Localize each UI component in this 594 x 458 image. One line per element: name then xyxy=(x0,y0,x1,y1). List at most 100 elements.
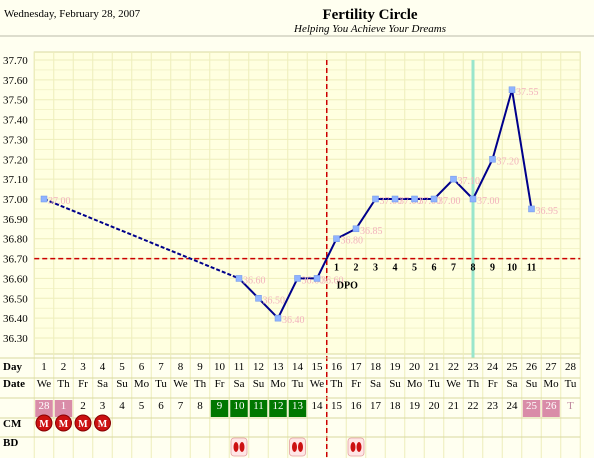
weekday: Su xyxy=(389,378,401,390)
weekday: Su xyxy=(526,378,538,390)
bd-footprint-right xyxy=(356,442,362,452)
y-tick-label: 37.60 xyxy=(3,75,28,87)
day-number: 25 xyxy=(507,361,519,373)
cm-marker xyxy=(55,414,72,432)
day-number: 2 xyxy=(61,361,67,373)
row-label-date: Date xyxy=(3,378,25,390)
weekday: Fr xyxy=(488,378,498,390)
temperature-segment xyxy=(491,89,513,160)
temperature-point xyxy=(294,275,301,282)
day-number: 27 xyxy=(546,361,558,373)
temperature-point xyxy=(391,195,399,203)
dpo-number: 8 xyxy=(471,263,476,274)
day-number: 21 xyxy=(429,361,440,373)
date-cell-period xyxy=(522,400,541,417)
point-label: 37.55 xyxy=(516,87,539,98)
cm-marker xyxy=(74,414,92,432)
date-value: 6 xyxy=(158,400,164,412)
temperature-segment xyxy=(472,158,494,200)
bd-footprint-right xyxy=(239,442,245,452)
bd-icon xyxy=(289,437,306,457)
y-tick-label: 37.40 xyxy=(3,115,28,127)
dpo-number: 9 xyxy=(490,263,495,274)
day-number: 5 xyxy=(119,361,125,373)
day-number: 13 xyxy=(273,361,285,373)
weekday: Su xyxy=(253,378,265,390)
bd-icon xyxy=(230,437,248,457)
day-number: 6 xyxy=(139,361,145,373)
temperature-point xyxy=(352,225,360,233)
weekday: Fr xyxy=(351,378,361,390)
cm-marker xyxy=(35,414,53,432)
weekday: Fr xyxy=(215,378,225,390)
day-number: 24 xyxy=(487,361,499,373)
weekday: We xyxy=(446,378,461,390)
y-tick-label: 37.30 xyxy=(3,134,28,146)
header-subtitle: Helping You Achieve Your Dreams xyxy=(293,23,446,35)
date-value: 23 xyxy=(487,400,499,412)
temperature-point xyxy=(313,275,321,282)
temperature-segment xyxy=(316,238,338,279)
y-tick-label: 37.20 xyxy=(3,154,28,166)
y-tick-label: 36.70 xyxy=(3,254,28,266)
date-value: 13 xyxy=(292,400,304,412)
day-number: 17 xyxy=(351,361,363,373)
temperature-segment xyxy=(238,277,260,299)
weekday: Sa xyxy=(507,378,518,390)
day-number: 3 xyxy=(80,361,86,373)
day-number: 7 xyxy=(158,361,164,373)
date-value: 3 xyxy=(100,400,106,412)
temperature-point xyxy=(450,175,457,183)
weekday: Th xyxy=(194,378,207,390)
y-tick-label: 37.50 xyxy=(3,95,28,107)
date-value: 10 xyxy=(234,400,246,412)
temperature-segment xyxy=(433,178,455,200)
day-number: 23 xyxy=(468,361,480,373)
bd-footprint-left xyxy=(350,442,356,452)
bd-footprint-left xyxy=(292,442,297,452)
dpo-number: 3 xyxy=(373,263,378,274)
point-label: 37.10 xyxy=(458,176,481,187)
row-label-cm: CM xyxy=(3,418,22,430)
date-cell-period xyxy=(35,400,53,417)
weekday: We xyxy=(310,378,325,390)
date-value: 11 xyxy=(253,400,264,412)
bd-footprint-right xyxy=(298,442,303,452)
point-label: 36.40 xyxy=(282,315,305,326)
date-value: 12 xyxy=(273,400,284,412)
temperature-point xyxy=(411,195,418,203)
weekday: Su xyxy=(116,378,128,390)
weekday: Th xyxy=(467,378,480,390)
date-value: 18 xyxy=(390,400,402,412)
weekday: Tu xyxy=(565,378,577,390)
temperature-segment xyxy=(452,178,474,200)
date-value: T xyxy=(567,400,574,412)
point-label: 37.20 xyxy=(497,156,520,167)
weekday: We xyxy=(37,378,52,390)
date-value: 21 xyxy=(448,400,459,412)
point-label: 36.95 xyxy=(536,206,559,217)
day-number: 12 xyxy=(253,361,264,373)
point-label: 36.85 xyxy=(360,226,383,237)
bd-footprint-left xyxy=(233,442,239,452)
date-cell-period xyxy=(54,400,73,417)
weekday: We xyxy=(173,378,188,390)
weekday: Mo xyxy=(407,378,423,390)
temperature-point xyxy=(430,195,438,203)
row-label-day: Day xyxy=(3,361,22,373)
point-label: 37.00 xyxy=(48,196,71,207)
weekday: Fr xyxy=(78,378,88,390)
temperature-point xyxy=(274,314,282,322)
weekday: Tu xyxy=(155,378,167,390)
day-number: 28 xyxy=(565,361,577,373)
point-label: 36.60 xyxy=(321,275,344,286)
dpo-label: DPO xyxy=(337,281,358,292)
weekday: Th xyxy=(57,378,70,390)
row-label-bd: BD xyxy=(3,437,18,449)
day-number: 20 xyxy=(409,361,421,373)
date-value: 20 xyxy=(429,400,441,412)
date-value: 26 xyxy=(546,400,558,412)
cm-marker-label: M xyxy=(39,419,49,430)
temperature-segment xyxy=(355,198,377,230)
temperature-point xyxy=(235,275,243,282)
